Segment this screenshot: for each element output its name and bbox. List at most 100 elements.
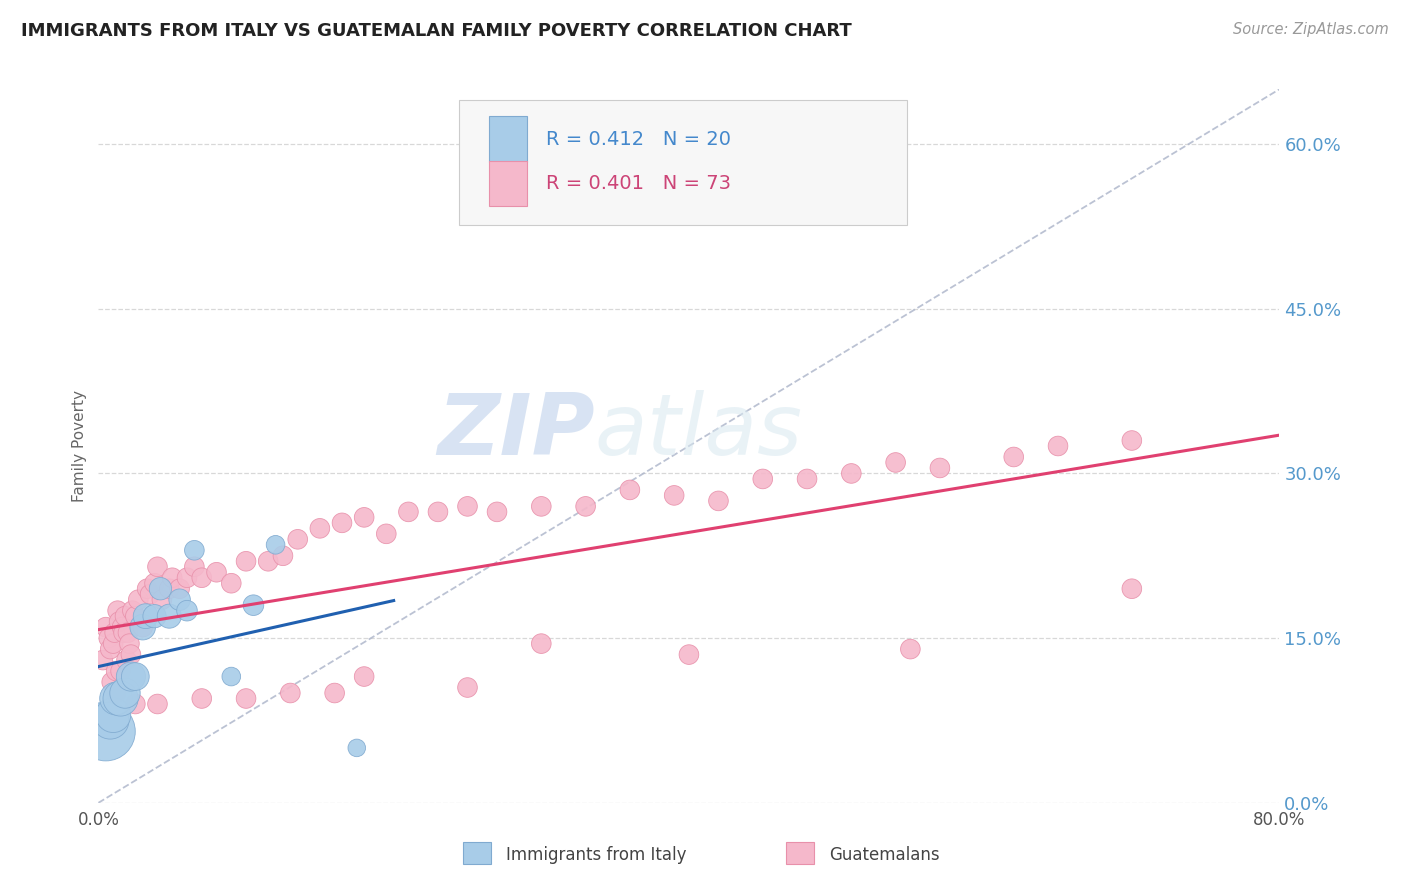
Point [105, 664, 128, 678]
Point [114, 609, 136, 624]
FancyBboxPatch shape [489, 161, 527, 206]
Point [94, 724, 117, 739]
Point [149, 582, 172, 596]
Text: ZIP: ZIP [437, 390, 595, 474]
Point [219, 576, 242, 591]
Point [1121, 434, 1143, 448]
Point [157, 582, 180, 596]
Point [176, 571, 198, 585]
Point [796, 472, 818, 486]
Point [117, 625, 139, 640]
Point [191, 571, 214, 585]
Y-axis label: Family Poverty: Family Poverty [72, 390, 87, 502]
Text: Guatemalans: Guatemalans [830, 847, 941, 864]
Point [456, 681, 478, 695]
Point [486, 505, 509, 519]
Point [162, 571, 183, 585]
Point [271, 549, 294, 563]
Point [900, 642, 922, 657]
Point [135, 609, 157, 624]
Point [124, 669, 146, 683]
Point [107, 604, 129, 618]
Point [530, 637, 553, 651]
Point [169, 582, 191, 596]
Point [98, 642, 121, 657]
Point [104, 625, 127, 640]
Point [619, 483, 641, 497]
Point [94, 620, 117, 634]
Text: IMMIGRANTS FROM ITALY VS GUATEMALAN FAMILY POVERTY CORRELATION CHART: IMMIGRANTS FROM ITALY VS GUATEMALAN FAMI… [21, 22, 852, 40]
Point [1046, 439, 1069, 453]
Point [427, 505, 450, 519]
Point [751, 472, 773, 486]
Point [115, 653, 138, 667]
Point [884, 455, 907, 469]
Text: Source: ZipAtlas.com: Source: ZipAtlas.com [1233, 22, 1389, 37]
Point [98, 714, 121, 728]
Point [111, 620, 134, 634]
Point [707, 494, 730, 508]
Point [100, 675, 122, 690]
Point [574, 500, 596, 514]
FancyBboxPatch shape [458, 100, 907, 225]
Point [678, 648, 700, 662]
Point [118, 637, 141, 651]
Point [143, 576, 166, 591]
Point [841, 467, 863, 481]
Point [242, 598, 264, 612]
Point [183, 543, 205, 558]
Point [127, 592, 149, 607]
Point [1002, 450, 1025, 464]
Point [103, 637, 125, 651]
Point [150, 592, 173, 607]
Point [120, 669, 142, 683]
Point [353, 669, 375, 683]
Point [530, 500, 553, 514]
Point [235, 554, 257, 568]
Point [91, 653, 114, 667]
Point [120, 648, 142, 662]
Point [169, 592, 191, 607]
Point [456, 500, 478, 514]
Text: R = 0.412   N = 20: R = 0.412 N = 20 [546, 129, 731, 149]
Point [928, 461, 950, 475]
Point [132, 620, 155, 634]
Point [278, 686, 302, 700]
Point [330, 516, 353, 530]
Point [105, 686, 128, 700]
Point [108, 615, 131, 629]
Point [191, 691, 214, 706]
Point [183, 559, 205, 574]
Point [346, 740, 368, 755]
Text: atlas: atlas [595, 390, 803, 474]
Point [396, 505, 419, 519]
Point [157, 609, 180, 624]
Point [110, 664, 132, 678]
Point [103, 708, 125, 723]
Point [176, 604, 198, 618]
Text: R = 0.401   N = 73: R = 0.401 N = 73 [546, 174, 731, 193]
Point [124, 697, 146, 711]
Point [121, 604, 143, 618]
Point [323, 686, 346, 700]
FancyBboxPatch shape [489, 116, 527, 162]
Point [143, 609, 166, 624]
Point [136, 582, 159, 596]
Text: Immigrants from Italy: Immigrants from Italy [506, 847, 686, 864]
Point [219, 669, 242, 683]
Point [235, 691, 257, 706]
Point [1121, 582, 1143, 596]
Point [353, 510, 375, 524]
Point [146, 559, 169, 574]
Point [114, 686, 136, 700]
Point [264, 538, 287, 552]
Point [146, 697, 169, 711]
Point [664, 488, 686, 502]
Point [105, 691, 128, 706]
Point [205, 566, 228, 580]
Point [110, 691, 132, 706]
Point [132, 620, 155, 634]
Point [97, 631, 120, 645]
Point [375, 526, 398, 541]
Point [124, 609, 146, 624]
